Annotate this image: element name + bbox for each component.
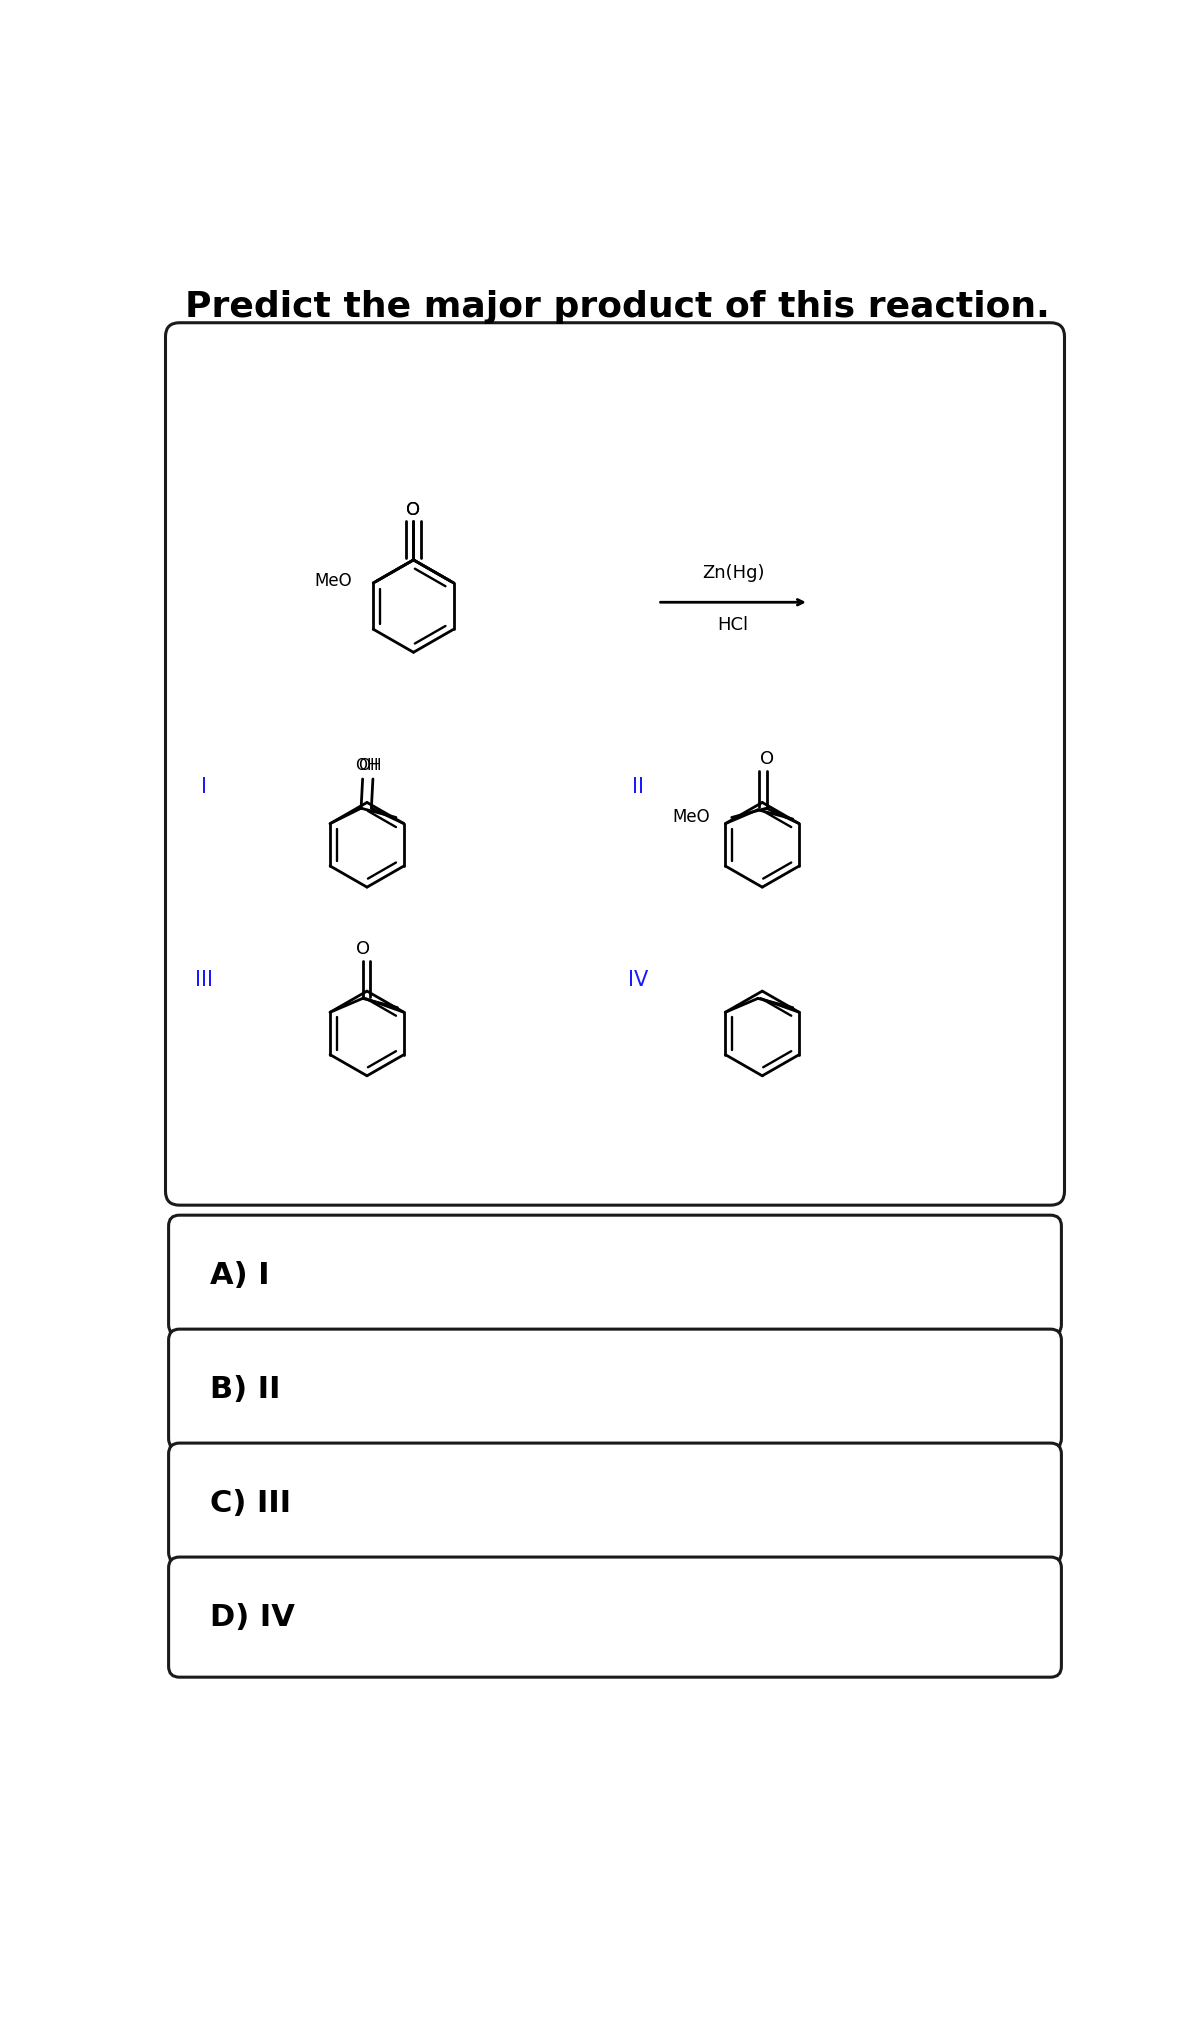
Text: C) III: C) III (210, 1490, 292, 1518)
Text: OH: OH (355, 759, 379, 773)
Text: O: O (760, 751, 774, 767)
FancyBboxPatch shape (166, 324, 1064, 1205)
FancyBboxPatch shape (168, 1215, 1062, 1335)
Text: MeO: MeO (672, 808, 710, 826)
Text: Predict the major product of this reaction.: Predict the major product of this reacti… (185, 291, 1050, 324)
Text: OH: OH (358, 759, 382, 773)
Text: O: O (407, 501, 420, 519)
FancyBboxPatch shape (168, 1443, 1062, 1563)
Text: II: II (632, 777, 644, 798)
FancyBboxPatch shape (168, 1557, 1062, 1677)
Text: MeO: MeO (314, 572, 352, 590)
Text: D) IV: D) IV (210, 1604, 295, 1632)
Text: O: O (355, 940, 370, 958)
Text: Zn(Hg): Zn(Hg) (702, 564, 764, 582)
Text: I: I (202, 777, 208, 798)
Text: III: III (196, 969, 214, 989)
Text: HCl: HCl (718, 617, 749, 635)
Text: IV: IV (628, 969, 648, 989)
Text: A) I: A) I (210, 1262, 270, 1290)
Text: B) II: B) II (210, 1376, 281, 1404)
Text: O: O (407, 501, 420, 519)
FancyBboxPatch shape (168, 1329, 1062, 1449)
